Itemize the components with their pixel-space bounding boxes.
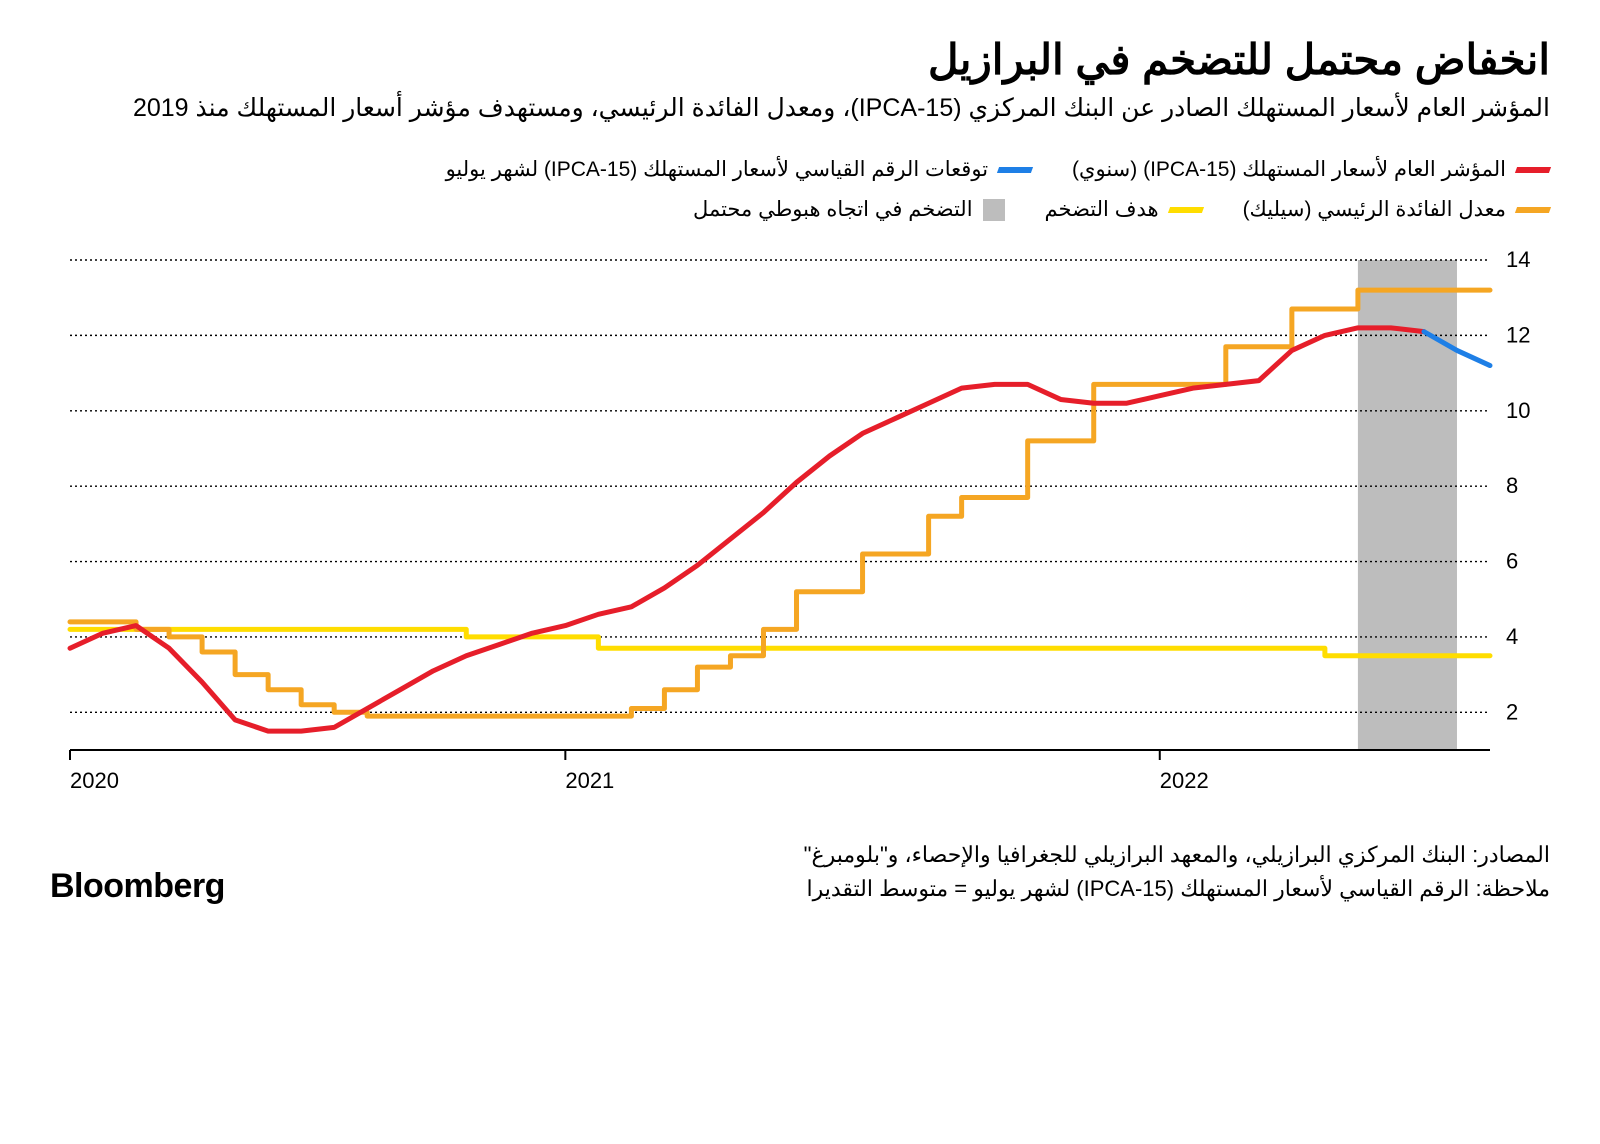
- sources-line: المصادر: البنك المركزي البرازيلي، والمعه…: [265, 838, 1550, 872]
- svg-text:12: 12: [1506, 323, 1530, 348]
- legend-swatch-ipca15: [1515, 167, 1551, 173]
- legend-label: هدف التضخم: [1045, 190, 1159, 230]
- legend-item-selic: معدل الفائدة الرئيسي (سيليك): [1243, 190, 1550, 230]
- svg-text:10: 10: [1506, 398, 1530, 423]
- line-chart: 2 4 6 8 10 12 14 2020 2021 2022: [50, 250, 1550, 810]
- svg-text:2021: 2021: [565, 768, 614, 793]
- legend-swatch-forecast: [997, 167, 1033, 173]
- legend-label: توقعات الرقم القياسي لأسعار المستهلك (IP…: [446, 150, 988, 190]
- footer-text: المصادر: البنك المركزي البرازيلي، والمعه…: [265, 838, 1550, 906]
- legend: المؤشر العام لأسعار المستهلك (IPCA-15) (…: [50, 150, 1550, 230]
- svg-text:4: 4: [1506, 624, 1518, 649]
- svg-text:6: 6: [1506, 549, 1518, 574]
- svg-text:2020: 2020: [70, 768, 119, 793]
- legend-item-forecast: توقعات الرقم القياسي لأسعار المستهلك (IP…: [446, 150, 1032, 190]
- legend-swatch-shaded: [983, 199, 1005, 221]
- legend-label: المؤشر العام لأسعار المستهلك (IPCA-15) (…: [1072, 150, 1506, 190]
- legend-swatch-selic: [1515, 207, 1551, 213]
- note-line: ملاحظة: الرقم القياسي لأسعار المستهلك (I…: [265, 872, 1550, 906]
- svg-text:2022: 2022: [1160, 768, 1209, 793]
- svg-text:14: 14: [1506, 250, 1530, 272]
- bloomberg-logo: Bloomberg: [50, 867, 225, 906]
- svg-text:2: 2: [1506, 699, 1518, 724]
- legend-swatch-target: [1167, 207, 1203, 213]
- legend-item-target: هدف التضخم: [1045, 190, 1203, 230]
- chart-area: 2 4 6 8 10 12 14 2020 2021 2022: [50, 250, 1550, 810]
- legend-item-ipca15: المؤشر العام لأسعار المستهلك (IPCA-15) (…: [1072, 150, 1550, 190]
- legend-item-shaded: التضخم في اتجاه هبوطي محتمل: [693, 190, 1005, 230]
- legend-label: التضخم في اتجاه هبوطي محتمل: [693, 190, 973, 230]
- chart-title: انخفاض محتمل للتضخم في البرازيل: [50, 35, 1550, 85]
- legend-label: معدل الفائدة الرئيسي (سيليك): [1243, 190, 1506, 230]
- svg-text:8: 8: [1506, 473, 1518, 498]
- chart-subtitle: المؤشر العام لأسعار المستهلك الصادر عن ا…: [50, 91, 1550, 126]
